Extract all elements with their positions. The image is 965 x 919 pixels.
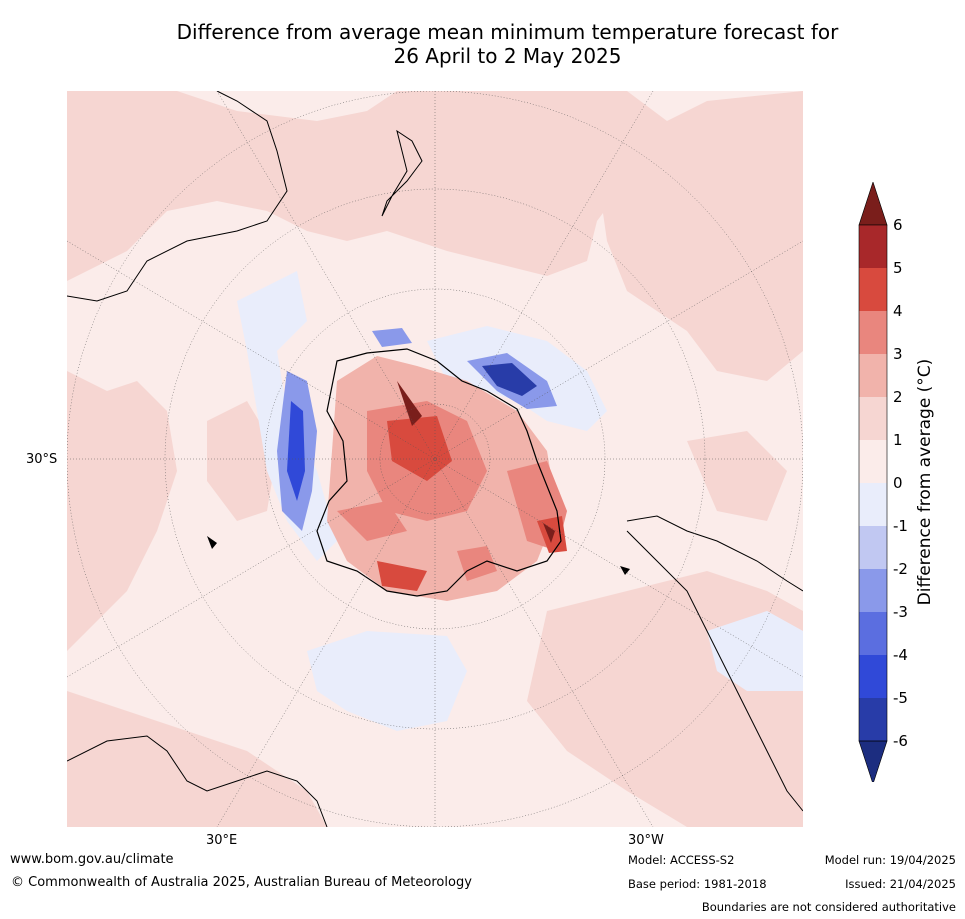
polar-map (67, 91, 803, 827)
colorbar-bin (859, 268, 887, 311)
colorbar-tick-label: 2 (893, 388, 903, 406)
lon-label-30w: 30°W (628, 833, 664, 848)
footer-website: www.bom.gov.au/climate (10, 852, 174, 867)
map-title: Difference from average mean minimum tem… (0, 20, 965, 68)
footer-copyright: © Commonwealth of Australia 2025, Austra… (11, 875, 472, 890)
colorbar-bin (859, 655, 887, 698)
footer-base-period: Base period: 1981-2018 (628, 877, 767, 891)
colorbar-bin (859, 569, 887, 612)
colorbar-tick-label: -2 (893, 560, 908, 578)
colorbar-frame (858, 224, 888, 742)
footer-model-run: Model run: 19/04/2025 (824, 853, 956, 867)
footer-disclaimer: Boundaries are not considered authoritat… (701, 900, 956, 914)
colorbar-extend-bottom (858, 740, 888, 785)
colorbar-tick-label: 1 (893, 431, 903, 449)
colorbar-tick-label: 6 (893, 216, 903, 234)
colorbar-bin (859, 397, 887, 440)
footer-model: Model: ACCESS-S2 (628, 853, 735, 867)
colorbar-tick-label: 4 (893, 302, 903, 320)
colorbar-bin (859, 483, 887, 526)
colorbar-label: Difference from average (°C) (915, 358, 935, 606)
title-line-1: Difference from average mean minimum tem… (176, 20, 839, 44)
colorbar-extend-top (858, 181, 888, 226)
lat-label-30s: 30°S (26, 452, 58, 467)
title-line-2: 26 April to 2 May 2025 (393, 44, 622, 68)
colorbar-tick-label: -1 (893, 517, 908, 535)
colorbar-tick-label: -5 (893, 689, 908, 707)
colorbar-bin (859, 311, 887, 354)
lon-label-30e: 30°E (206, 833, 238, 848)
colorbar-bin (859, 612, 887, 655)
colorbar-bin (859, 440, 887, 483)
colorbar-tick-label: -3 (893, 603, 908, 621)
colorbar-tick-label: 5 (893, 259, 903, 277)
map-canvas (67, 91, 803, 827)
footer-issued: Issued: 21/04/2025 (845, 877, 956, 891)
colorbar-tick-label: 3 (893, 345, 903, 363)
colorbar-tick-label: -6 (893, 732, 908, 750)
colorbar-bin (859, 698, 887, 741)
colorbar-bin (859, 225, 887, 268)
colorbar-tick-label: 0 (893, 474, 903, 492)
colorbar-svg (858, 181, 888, 785)
colorbar-bin (859, 354, 887, 397)
colorbar-tick-label: -4 (893, 646, 908, 664)
colorbar-bin (859, 526, 887, 569)
colorbar (858, 181, 888, 785)
